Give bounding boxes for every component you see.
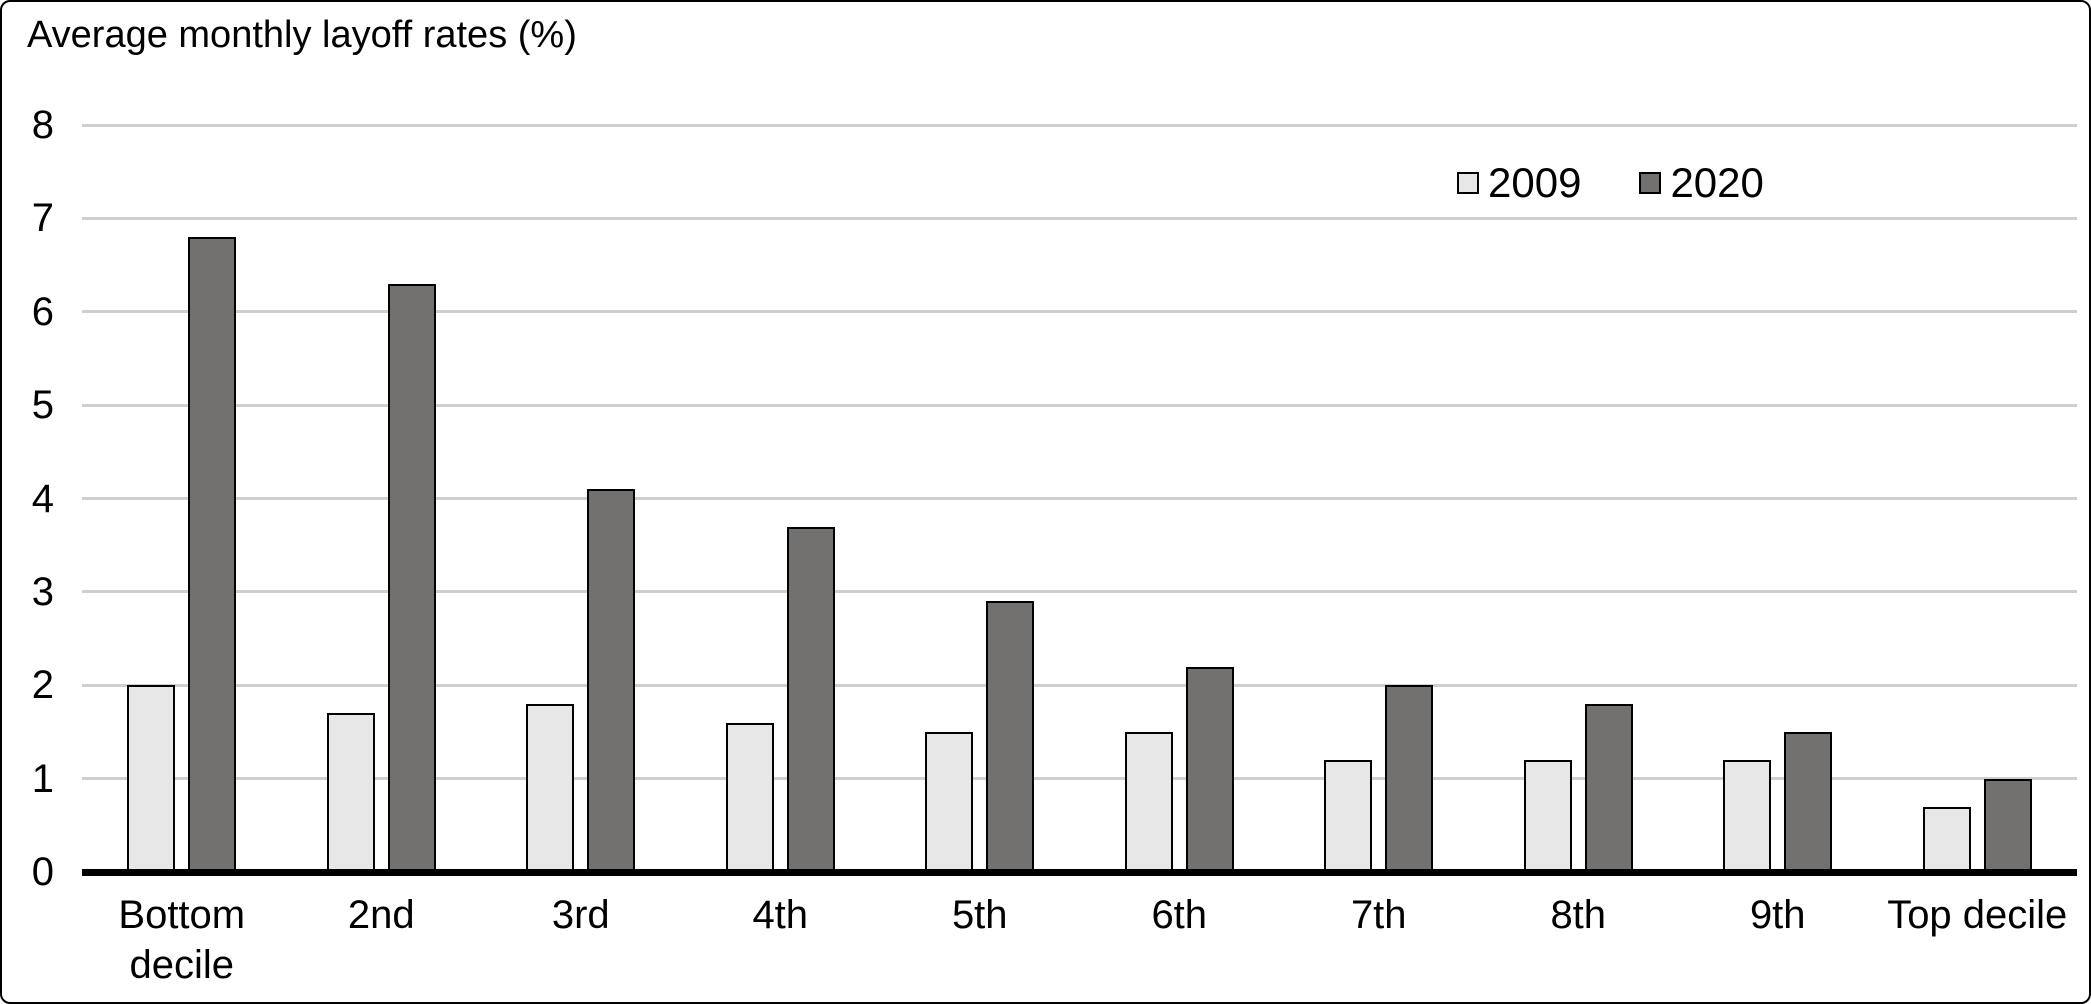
y-tick-label-0: 0 (31, 850, 54, 894)
chart-legend: 2009 2020 (1457, 160, 1764, 206)
legend-label-2009: 2009 (1488, 159, 1582, 206)
legend-label-2020: 2020 (1670, 159, 1764, 206)
x-label-4th: 4th (752, 893, 809, 937)
bar-2009-4th (725, 722, 774, 872)
gridline-1 (82, 777, 2077, 781)
bar-2020-9th (1784, 731, 1833, 872)
legend-swatch-2009-icon (1457, 172, 1479, 194)
y-tick-label-2: 2 (31, 663, 54, 708)
bar-2009-7th (1324, 759, 1373, 872)
bar-2009-5th (925, 731, 974, 872)
x-label-2nd: 2nd (347, 893, 415, 937)
y-tick-label-1: 1 (31, 756, 54, 801)
gridline-4 (82, 497, 2077, 500)
chart-title: Average monthly layoff rates (%) (27, 14, 577, 56)
x-label-bottom-decile: Bottom decile (118, 893, 246, 987)
bar-2020-8th (1584, 703, 1633, 872)
bar-2009-bottom-decile (127, 685, 176, 872)
gridline-3 (82, 590, 2077, 594)
legend-item-2020: 2020 (1639, 159, 1764, 206)
x-label-top-decile: Top decile (1887, 893, 2068, 937)
x-label-9th: 9th (1749, 893, 1806, 937)
bar-2020-7th (1385, 685, 1434, 872)
y-tick-label-6: 6 (31, 289, 54, 334)
bar-2020-6th (1185, 666, 1234, 872)
bar-2009-3rd (526, 703, 575, 872)
bar-2009-2nd (326, 713, 375, 872)
x-label-6th: 6th (1151, 893, 1208, 937)
gridline-2 (82, 683, 2077, 687)
y-tick-label-3: 3 (31, 569, 54, 614)
gridline-7 (82, 216, 2077, 220)
legend-item-2009: 2009 (1457, 160, 1581, 206)
x-label-8th: 8th (1550, 893, 1607, 937)
y-tick-label-4: 4 (31, 476, 54, 521)
gridline-8 (82, 123, 2077, 127)
plot-area (82, 123, 2077, 876)
bar-2009-8th (1523, 759, 1572, 872)
bar-2020-bottom-decile (188, 237, 237, 872)
bar-2009-top-decile (1922, 806, 1971, 872)
x-label-5th: 5th (951, 893, 1008, 937)
x-axis-line (82, 869, 2077, 876)
gridline-5 (82, 403, 2077, 407)
bar-2020-2nd (387, 283, 436, 872)
bar-2020-3rd (587, 489, 636, 872)
bar-2020-5th (986, 601, 1035, 872)
bar-2020-top-decile (1983, 778, 2032, 872)
gridline-6 (82, 310, 2077, 314)
y-tick-label-7: 7 (31, 196, 54, 241)
bar-2009-9th (1723, 759, 1772, 872)
bar-2009-6th (1124, 731, 1173, 872)
legend-swatch-2020-icon (1639, 172, 1662, 194)
x-label-7th: 7th (1350, 893, 1407, 937)
y-tick-label-8: 8 (31, 103, 54, 147)
bar-2020-4th (786, 526, 835, 872)
x-label-3rd: 3rd (551, 893, 610, 937)
y-tick-label-5: 5 (31, 383, 54, 428)
